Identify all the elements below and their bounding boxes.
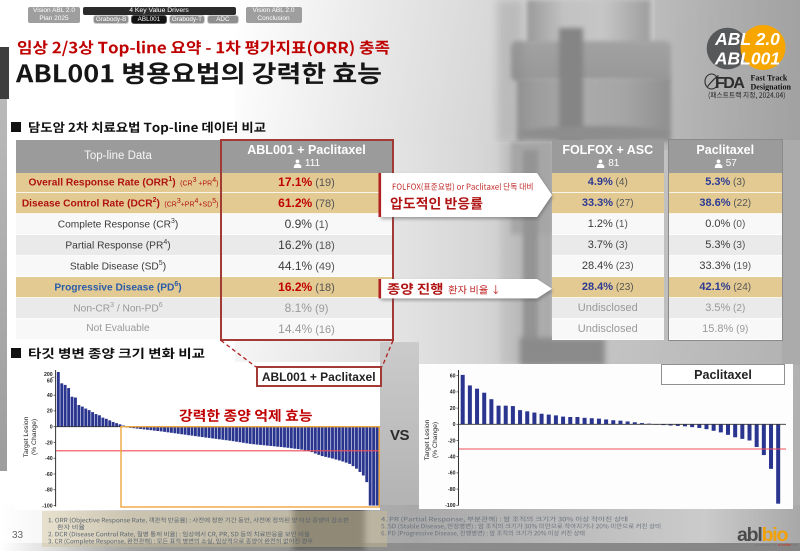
svg-text:20: 20 bbox=[47, 409, 53, 415]
svg-text:ABL 2.0: ABL 2.0 bbox=[714, 29, 780, 49]
svg-text:Designation: Designation bbox=[751, 83, 792, 92]
svg-text:0: 0 bbox=[50, 425, 53, 431]
svg-text:FDA: FDA bbox=[715, 75, 745, 91]
svg-text:200: 200 bbox=[44, 372, 53, 378]
svg-text:-20: -20 bbox=[448, 438, 456, 444]
svg-text:60: 60 bbox=[450, 374, 456, 380]
svg-text:-20: -20 bbox=[45, 440, 53, 446]
svg-text:-100: -100 bbox=[445, 503, 455, 509]
svg-text:20: 20 bbox=[450, 406, 456, 412]
svg-text:40: 40 bbox=[47, 393, 53, 399]
svg-text:-60: -60 bbox=[45, 472, 53, 478]
svg-text:-80: -80 bbox=[448, 487, 456, 493]
svg-text:-80: -80 bbox=[45, 488, 53, 494]
svg-text:-100: -100 bbox=[42, 503, 52, 509]
svg-text:Fast Track: Fast Track bbox=[751, 74, 788, 83]
svg-text:-40: -40 bbox=[45, 456, 53, 462]
svg-text:ABL001: ABL001 bbox=[714, 49, 780, 69]
svg-text:-40: -40 bbox=[448, 455, 456, 461]
svg-text:0: 0 bbox=[453, 422, 456, 428]
svg-text:-60: -60 bbox=[448, 471, 456, 477]
svg-text:60: 60 bbox=[47, 379, 53, 385]
svg-text:40: 40 bbox=[450, 390, 456, 396]
